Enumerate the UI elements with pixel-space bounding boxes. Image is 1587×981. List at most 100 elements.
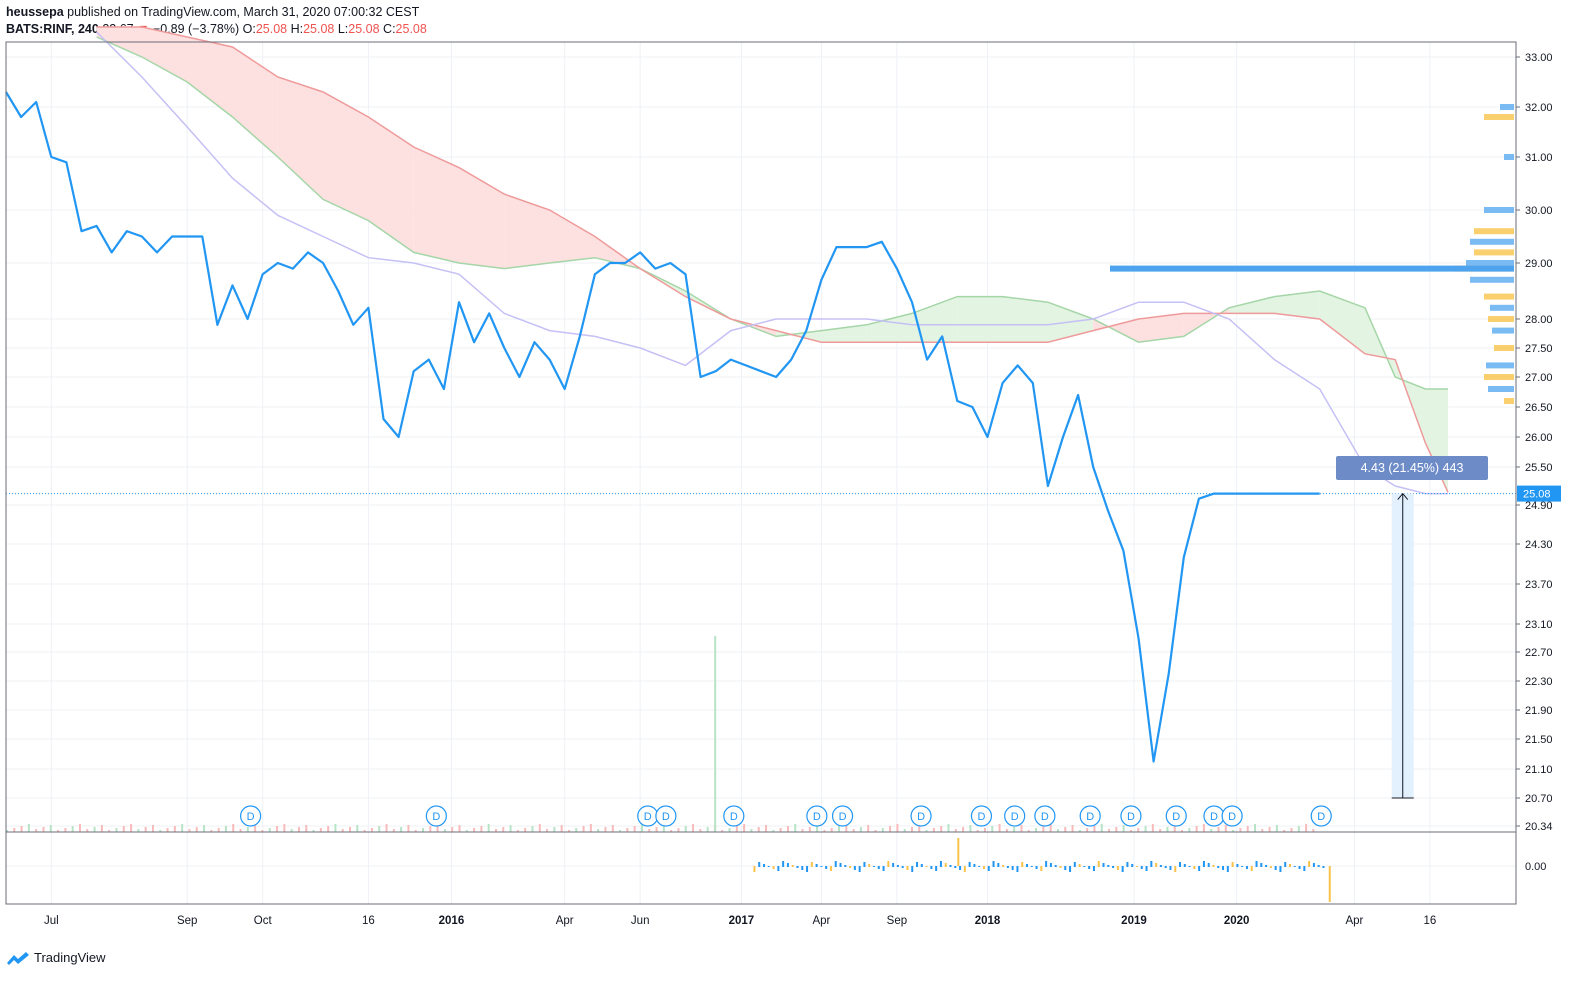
dividend-marker[interactable]: D [831,805,854,827]
time-axis[interactable]: Jul Sep Oct 16 2016 Apr Jun 2017 Apr Sep 2018 2019 2… [44,915,1436,927]
volume-bar [494,829,497,832]
chart-border [5,41,1517,905]
osc-spike [1328,866,1331,902]
dividend-marker[interactable]: D [425,805,447,827]
last-price-badge-label: 25.08 [1523,489,1551,501]
osc-bar [1059,866,1062,868]
dividend-marker[interactable]: D [1165,805,1187,827]
volume-bar [122,826,125,832]
dividend-label: D [1011,811,1019,823]
volume-bar [1071,825,1074,832]
profile-bar [1474,249,1514,256]
dividend-marker[interactable]: D [240,805,262,827]
dividend-marker[interactable]: D [637,805,659,827]
symbol-label[interactable]: BATS:RINF, 240 [6,22,99,36]
y-tick-label: 33.00 [1525,52,1553,64]
osc-bar [1021,862,1024,867]
dividend-marker[interactable]: D [910,805,932,827]
measure-arrowhead [1397,492,1409,500]
osc-bar [1006,866,1009,868]
profile-bar [1484,374,1514,380]
x-tick-label: 2016 [439,915,465,927]
osc-bar [872,866,875,867]
volume-bar [144,827,147,832]
volume-bar [71,826,74,832]
x-tick-label: 2020 [1224,915,1250,927]
measure-label-box [1336,456,1488,480]
open-value: 25.08 [255,22,288,36]
measure-tool[interactable]: 4.43 (21.45%) 443 [1336,456,1488,799]
osc-bar [925,866,928,867]
volume-bar [232,824,235,832]
profile-bar [1504,154,1514,160]
x-tick-label: Apr [556,915,574,927]
dividend-marker[interactable]: D [806,805,828,827]
open-label: O: [242,22,256,36]
profile-bar [1488,316,1514,322]
volume-bar [188,829,191,832]
osc-bar [1011,866,1014,870]
volume-bar [487,824,490,832]
osc-bar [1002,865,1005,867]
osc-bar [1159,865,1162,867]
osc-bar [1322,866,1325,868]
osc-bar [1312,863,1315,867]
volume-bar [49,825,52,832]
author-name[interactable]: heussepa [6,5,64,19]
volume-bar [217,828,220,832]
dividend-marker[interactable]: D [723,805,745,827]
volume-bar [940,826,943,832]
volume-bar [976,830,979,832]
volume-bar [779,828,782,832]
volume-bar [363,830,366,832]
dividend-marker[interactable]: D [1079,805,1101,827]
dividend-label: D [730,811,738,823]
dividend-marker[interactable]: D [1004,805,1026,827]
volume-bar [1166,827,1169,832]
dividend-marker[interactable]: D [1034,805,1056,827]
osc-bar [1279,866,1282,872]
volume-profile [1110,104,1514,404]
dividend-marker[interactable]: D [970,805,993,827]
volume-bar [516,830,519,832]
profile-bar [1492,327,1514,334]
volume-bar [1210,829,1213,832]
volume-bar [1086,828,1089,832]
osc-bar [1140,866,1143,869]
dividend-marker[interactable]: D [1203,805,1225,827]
volume-bar [786,826,789,832]
tradingview-logo-icon [7,951,29,965]
profile-bar [1500,104,1514,110]
dividend-marker[interactable]: D [1310,805,1332,827]
osc-bar [810,862,813,867]
profile-bar [1494,345,1514,351]
cloud-segment [549,210,595,263]
price-axis[interactable]: 33.00 32.00 31.00 30.00 29.00 28.00 27.50 27.00… [1516,52,1561,833]
osc-spike [957,838,960,866]
volume-bar [1159,829,1162,832]
dividend-label: D [1127,811,1135,823]
dividend-marker[interactable]: D [1120,805,1142,827]
volume-bar [1100,824,1103,832]
osc-bar [1069,866,1072,872]
cloud-segment [1229,296,1275,314]
x-tick-label: Sep [887,915,907,927]
dividend-marker[interactable]: D [655,805,677,827]
osc-bar [1016,866,1019,872]
osc-bar [911,866,914,872]
osc-bar [906,866,909,870]
dividend-marker[interactable]: D [1221,805,1243,827]
profile-bar [1504,398,1514,404]
volume-bar [436,824,439,832]
osc-bar [1298,866,1301,869]
osc-bar [1078,864,1081,867]
volume-bar [706,827,709,832]
osc-bar [916,862,919,867]
osc-bar [1212,865,1215,867]
volume-bar [991,826,994,832]
footer-brand[interactable]: TradingView [34,950,106,965]
volume-bar [1305,824,1308,832]
volume-bar [93,827,96,832]
osc-bar [877,866,880,869]
